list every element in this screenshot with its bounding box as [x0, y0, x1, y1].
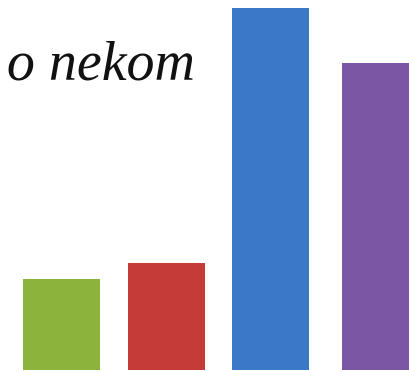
chart-title: o nekom — [7, 31, 195, 93]
bar — [232, 8, 309, 370]
bar — [128, 263, 205, 370]
bar — [23, 279, 100, 370]
bar — [342, 63, 409, 370]
